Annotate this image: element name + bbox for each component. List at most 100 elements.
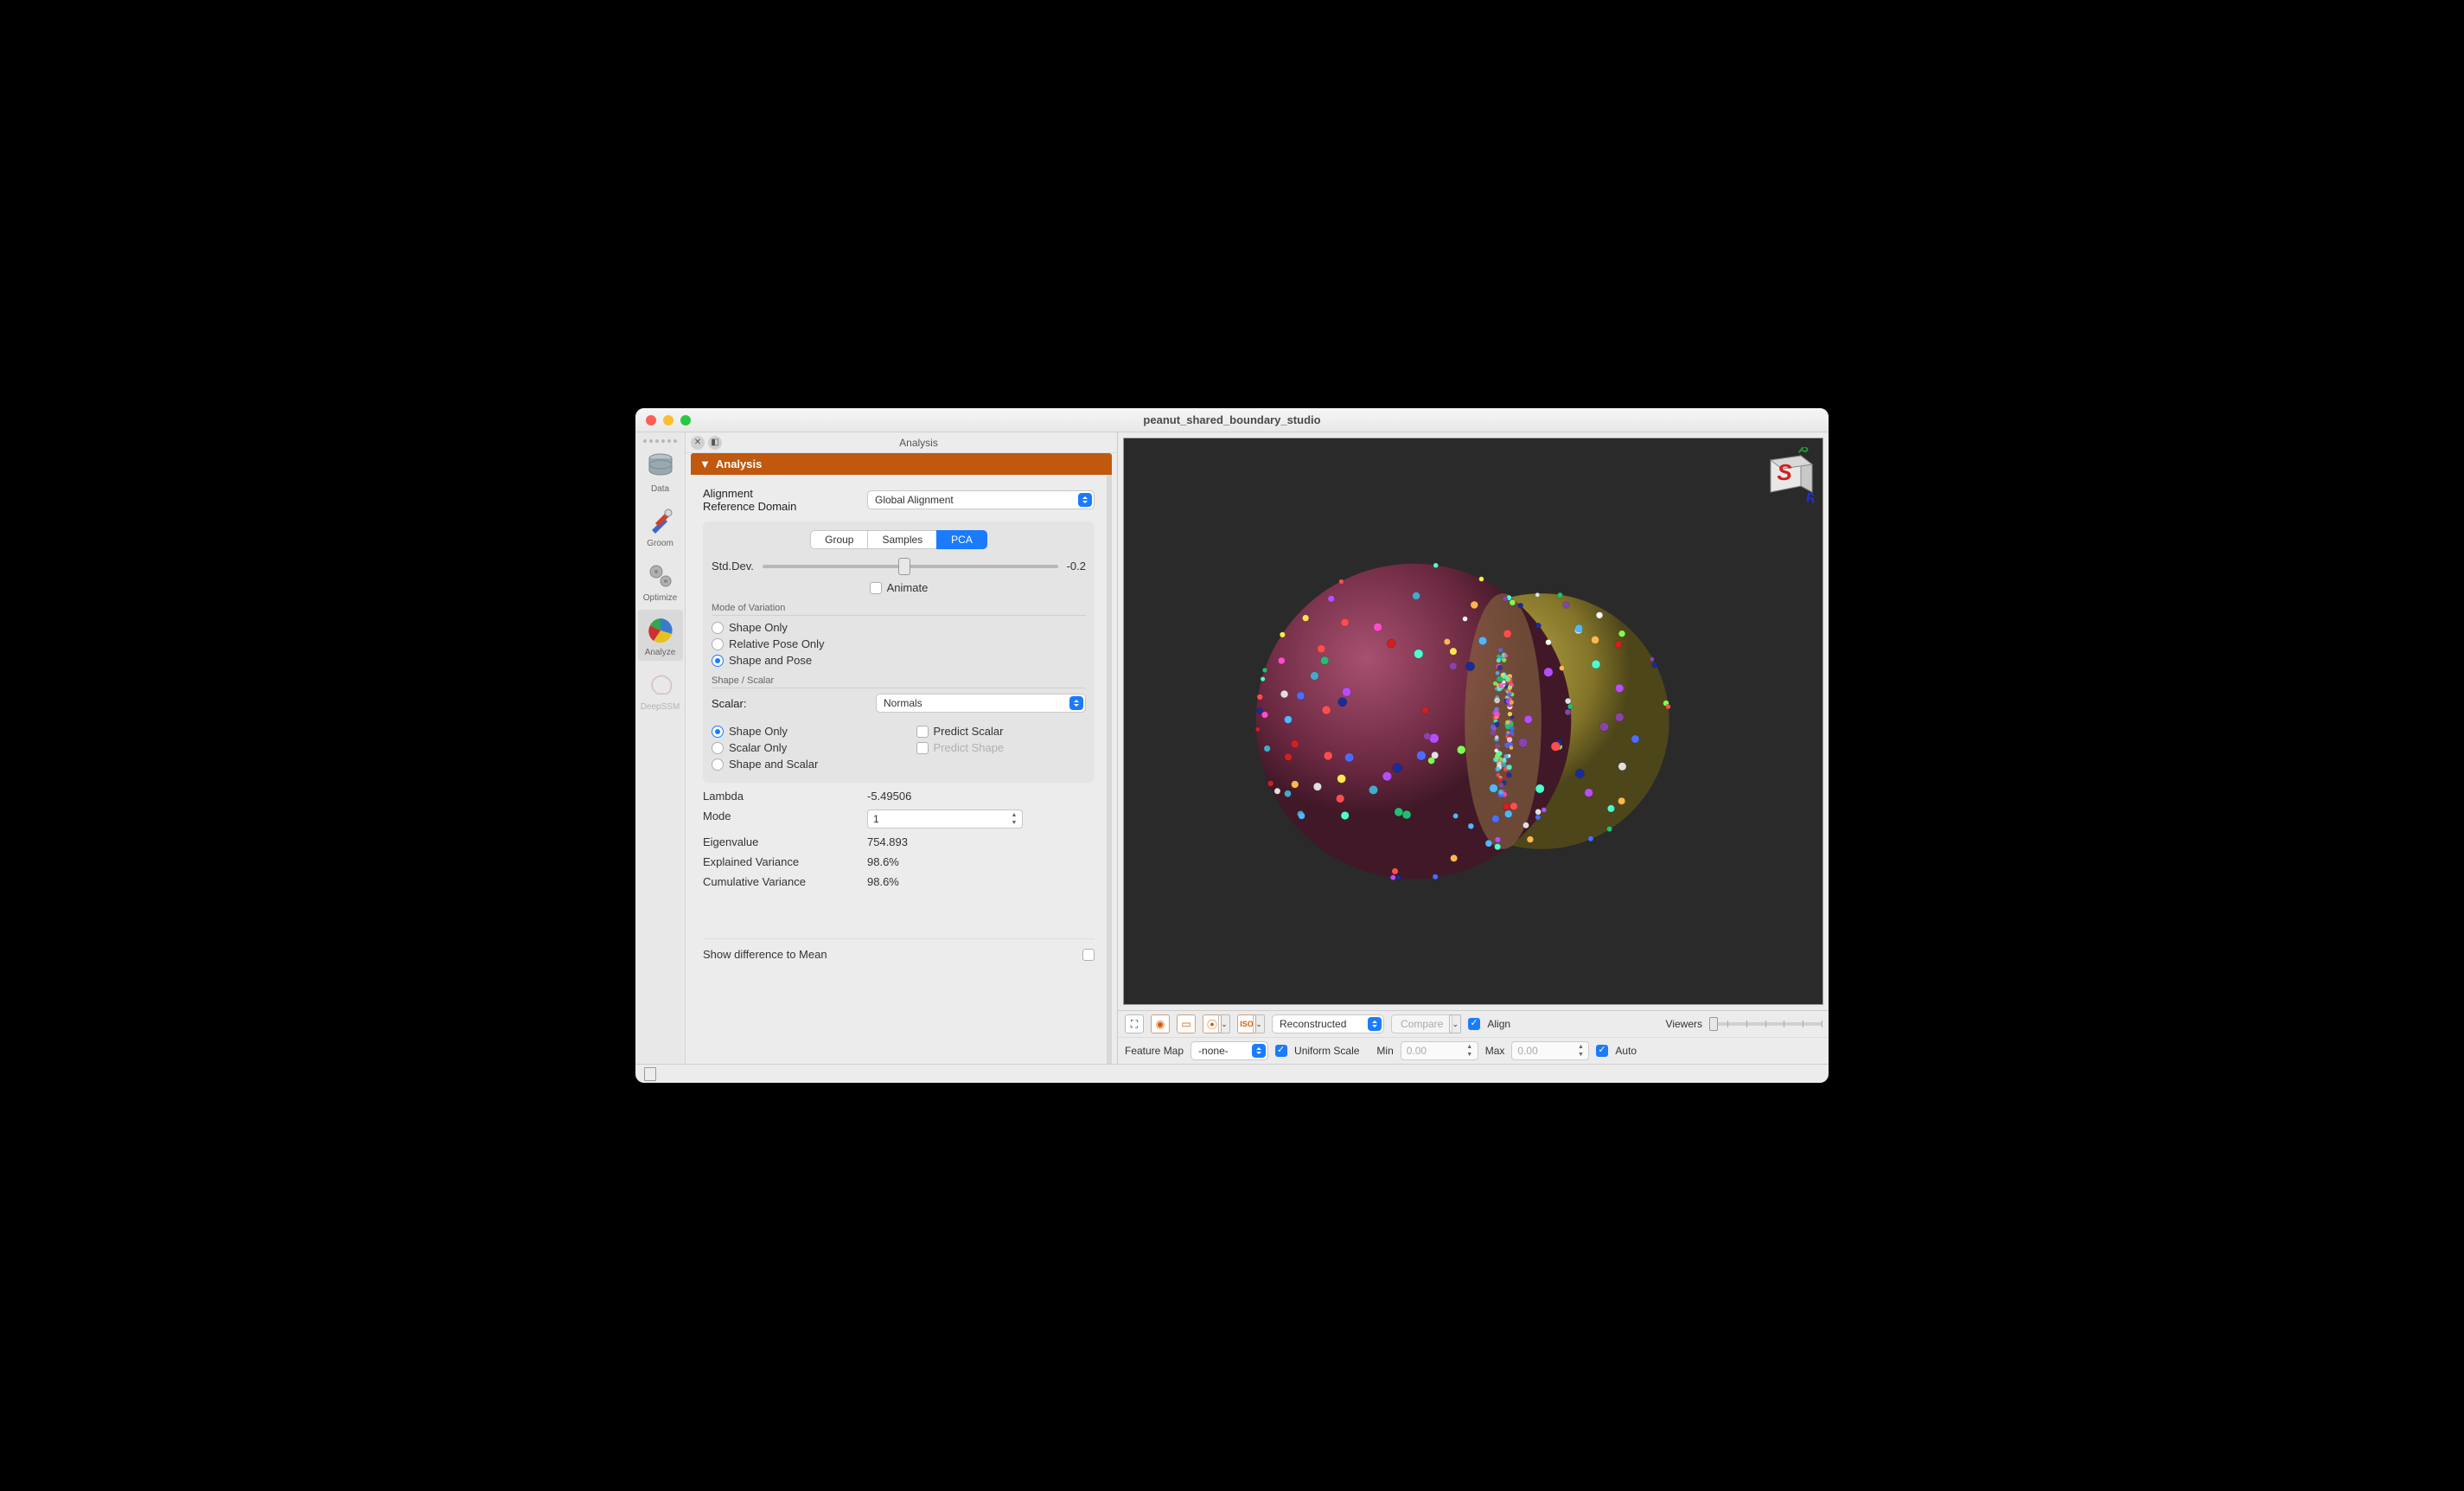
statusbar	[635, 1064, 1829, 1083]
uniform-scale-checkbox[interactable]	[1275, 1045, 1287, 1057]
chk-predict-shape	[916, 742, 929, 754]
database-icon	[643, 450, 678, 484]
radio-shape-only[interactable]	[712, 622, 724, 634]
section-title: Analysis	[716, 458, 762, 470]
slider-thumb[interactable]	[898, 558, 910, 575]
slider-thumb[interactable]	[1709, 1017, 1718, 1031]
viewers-label: Viewers	[1666, 1018, 1702, 1030]
seg-group[interactable]: Group	[810, 530, 867, 549]
align-label: Align	[1487, 1018, 1510, 1030]
document-icon[interactable]	[644, 1067, 656, 1081]
seg-pca[interactable]: PCA	[936, 530, 987, 549]
detach-panel-icon[interactable]: ◧	[708, 436, 722, 450]
tool-label: DeepSSM	[641, 702, 680, 712]
3d-viewport[interactable]: S R P	[1123, 438, 1823, 1005]
radio-shape-pose[interactable]	[712, 655, 724, 667]
display-mode-value: Reconstructed	[1280, 1018, 1346, 1030]
chevron-down-icon[interactable]: ⌄	[1253, 1014, 1265, 1033]
piechart-icon	[643, 613, 678, 648]
viewport-toolbar: ⛶ ◉ ▭ ⦿⌄ ISO⌄ Reconstructed Compare⌄ Ali…	[1118, 1010, 1829, 1037]
stepper-icon[interactable]: ▲▼	[1574, 1043, 1586, 1059]
mode-label: Mode	[703, 809, 867, 829]
radio-label: Shape Only	[729, 621, 788, 634]
titlebar: peanut_shared_boundary_studio	[635, 408, 1829, 432]
show-diff-label: Show difference to Mean	[703, 948, 827, 961]
auto-checkbox[interactable]	[1596, 1045, 1608, 1057]
chevron-updown-icon	[1078, 493, 1092, 507]
tools-icon	[643, 504, 678, 539]
capture-icon[interactable]: ▭	[1177, 1014, 1196, 1033]
tool-label: Optimize	[643, 593, 677, 603]
fit-view-icon[interactable]: ⛶	[1125, 1014, 1144, 1033]
tool-deepssm[interactable]: DeepSSM	[638, 664, 683, 715]
eigen-value: 754.893	[867, 835, 908, 848]
section-header-analysis[interactable]: ▼ Analysis	[691, 453, 1112, 475]
stddev-label: Std.Dev.	[712, 560, 754, 573]
stddev-slider[interactable]	[763, 565, 1058, 568]
tool-optimize[interactable]: Optimize	[638, 555, 683, 606]
uniform-scale-label: Uniform Scale	[1294, 1045, 1359, 1057]
radio-label: Shape and Pose	[729, 654, 812, 667]
stepper-icon[interactable]: ▲▼	[1008, 811, 1020, 827]
tool-groom[interactable]: Groom	[638, 501, 683, 552]
3d-scene	[1124, 438, 1822, 1004]
tool-label: Data	[651, 484, 669, 494]
chk-label: Predict Scalar	[934, 725, 1004, 738]
display-mode-select[interactable]: Reconstructed	[1272, 1014, 1384, 1033]
tool-label: Analyze	[645, 648, 676, 657]
alignment-value: Global Alignment	[875, 494, 954, 506]
radio-label: Scalar Only	[729, 741, 787, 754]
close-panel-icon[interactable]: ✕	[691, 436, 705, 450]
compare-button: Compare	[1391, 1014, 1452, 1033]
viewers-slider[interactable]	[1709, 1022, 1822, 1026]
view-segment: Group Samples PCA	[712, 530, 1086, 549]
expvar-label: Explained Variance	[703, 855, 867, 868]
scalar-select[interactable]: Normals	[876, 694, 1086, 713]
lambda-label: Lambda	[703, 790, 867, 803]
cumvar-label: Cumulative Variance	[703, 875, 867, 888]
min-input[interactable]: 0.00▲▼	[1401, 1041, 1478, 1060]
mode-spinner[interactable]: 1 ▲▼	[867, 809, 1023, 829]
expvar-value: 98.6%	[867, 855, 899, 868]
animate-checkbox[interactable]	[870, 582, 882, 594]
tool-data[interactable]: Data	[638, 446, 683, 497]
left-toolbar: Data Groom Optimize	[635, 432, 686, 1064]
snapshot-icon[interactable]: ◉	[1151, 1014, 1170, 1033]
tool-analyze[interactable]: Analyze	[638, 610, 683, 661]
chk-predict-scalar[interactable]	[916, 726, 929, 738]
feature-map-select[interactable]: -none-	[1191, 1041, 1268, 1060]
alignment-label: Alignment	[703, 487, 867, 500]
cumvar-value: 98.6%	[867, 875, 899, 888]
show-diff-checkbox[interactable]	[1082, 949, 1095, 961]
radio-ss-scalar-only[interactable]	[712, 742, 724, 754]
seg-samples[interactable]: Samples	[867, 530, 936, 549]
refdomain-label: Reference Domain	[703, 500, 867, 513]
chevron-updown-icon	[1069, 696, 1083, 710]
mode-value: 1	[873, 813, 879, 825]
chevron-down-icon[interactable]: ⌄	[1218, 1014, 1230, 1033]
stepper-icon[interactable]: ▲▼	[1464, 1043, 1476, 1059]
chevron-updown-icon	[1368, 1017, 1382, 1031]
scalar-value: Normals	[884, 697, 922, 709]
max-input[interactable]: 0.00▲▼	[1511, 1041, 1589, 1060]
radio-label: Shape Only	[729, 725, 788, 738]
radio-rel-pose[interactable]	[712, 638, 724, 650]
panel-tab-header: ✕ ◧ Analysis	[686, 432, 1117, 453]
viewport-column: S R P ⛶ ◉ ▭ ⦿⌄ ISO⌄ Reconstructed Compar…	[1118, 432, 1829, 1064]
svg-text:R: R	[1806, 489, 1814, 508]
analysis-panel: ✕ ◧ Analysis ▼ Analysis Alignment Refere…	[686, 432, 1118, 1064]
feature-toolbar: Feature Map -none- Uniform Scale Min 0.0…	[1118, 1037, 1829, 1064]
scalar-label: Scalar:	[712, 697, 876, 710]
chevron-updown-icon	[1252, 1044, 1266, 1058]
tool-label: Groom	[647, 539, 673, 548]
svg-text:S: S	[1777, 459, 1792, 485]
radio-ss-shape-scalar[interactable]	[712, 758, 724, 771]
align-checkbox[interactable]	[1468, 1018, 1480, 1030]
orientation-cube[interactable]: S R P	[1753, 447, 1814, 508]
alignment-select[interactable]: Global Alignment	[867, 490, 1095, 509]
mode-of-variation-header: Mode of Variation	[712, 603, 1086, 616]
chevron-down-icon[interactable]: ⌄	[1449, 1014, 1461, 1033]
brain-icon	[643, 668, 678, 702]
radio-ss-shape-only[interactable]	[712, 726, 724, 738]
chk-label: Predict Shape	[934, 741, 1005, 754]
